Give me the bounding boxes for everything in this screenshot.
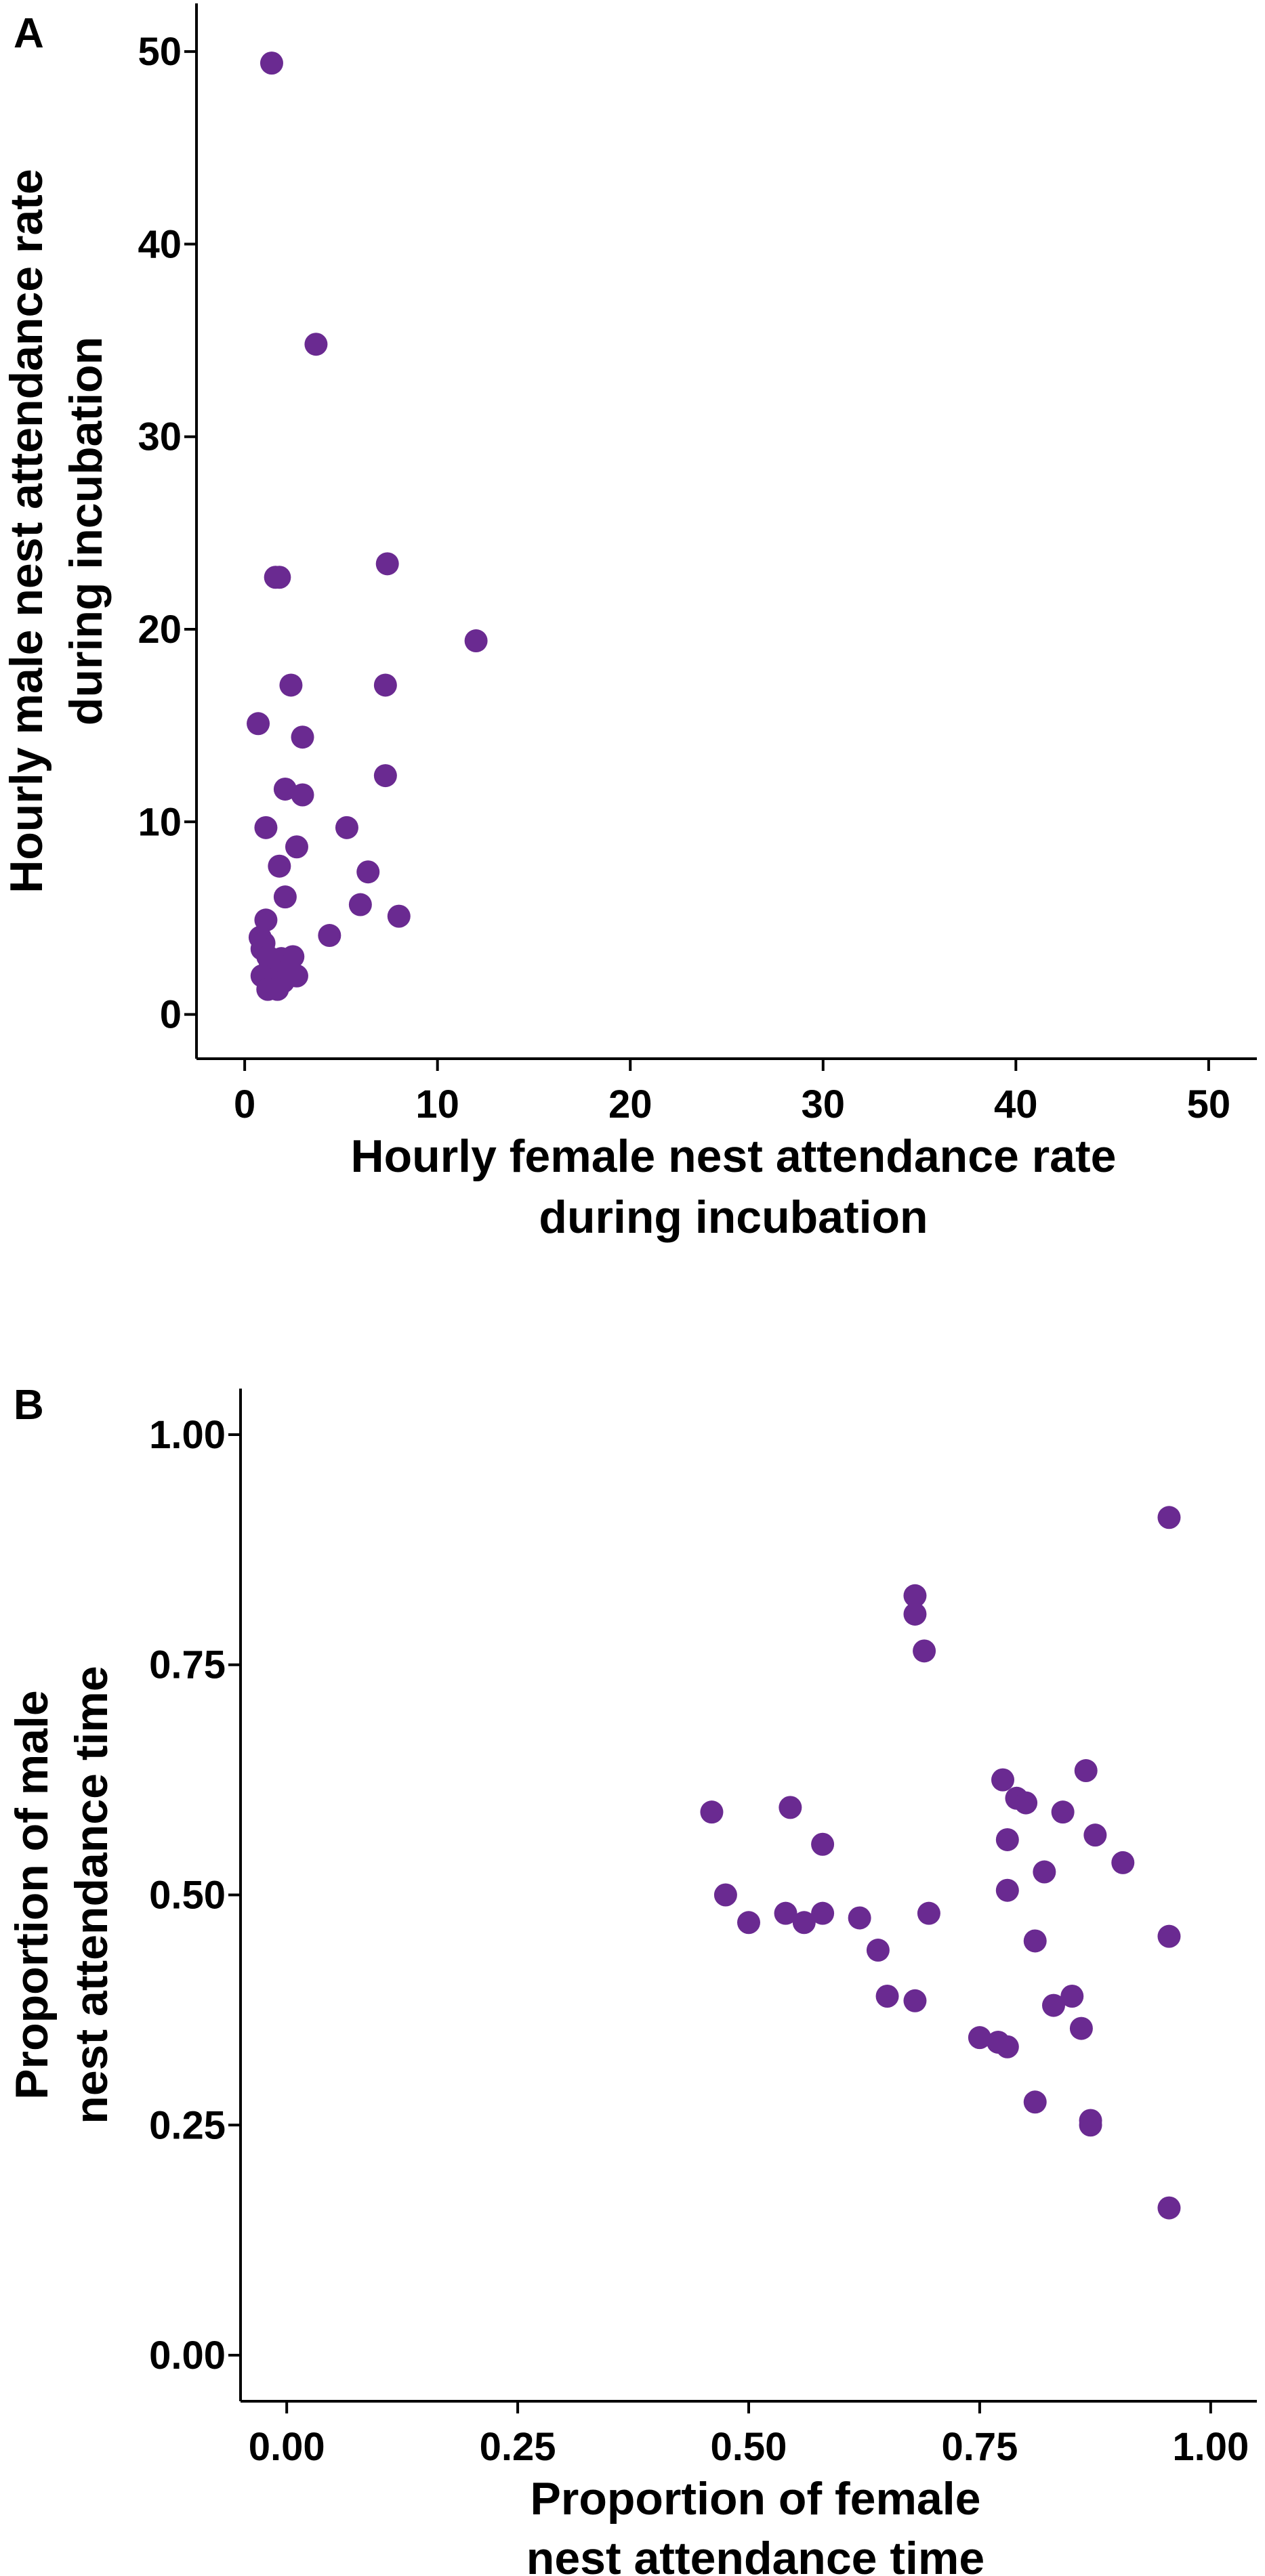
- panel-a-data-point: [268, 854, 291, 878]
- panel-a-data-point: [387, 904, 411, 928]
- panel-a-y-axis-title-line-1: Hourly male nest attendance rate: [1, 169, 52, 893]
- panel-a-x-tick-label: 40: [994, 1082, 1038, 1126]
- panel-b-data-point: [848, 1906, 871, 1930]
- panel-a-data-point: [373, 673, 397, 697]
- panel-a-y-tick-label: 50: [138, 30, 182, 74]
- panel-a-y-tick-label: 40: [138, 222, 182, 266]
- panel-a-y-tick-label: 30: [138, 415, 182, 459]
- panel-b-data-point: [1051, 1800, 1075, 1824]
- panel-b-data-point: [811, 1901, 835, 1925]
- panel-a-scatter-plot: A 0 10 20 30 40 50 0 10 20 30 40 50 Hourly female nes…: [1, 3, 1257, 1243]
- panel-b-data-point: [779, 1796, 802, 1819]
- panel-b-data-point: [903, 1989, 927, 2012]
- panel-b-y-tick-label: 0.50: [149, 1874, 226, 1918]
- panel-a-data-point: [291, 725, 314, 749]
- panel-b-data-point: [1157, 1924, 1181, 1948]
- panel-b-data-point: [1157, 2196, 1181, 2220]
- panel-b-data-point: [903, 1602, 927, 1626]
- panel-b-x-axis-title-line-2: nest attendance time: [526, 2533, 984, 2576]
- panel-a-data-point: [254, 816, 278, 839]
- panel-b-y-tick-label: 0.00: [149, 2334, 226, 2378]
- panel-a-data-point: [348, 893, 372, 916]
- panel-a-x-axis-title-line-2: during incubation: [539, 1191, 928, 1243]
- panel-a-data-point: [268, 566, 291, 589]
- panel-b-data-point: [1060, 1985, 1084, 2008]
- panel-b-y-tick-label: 0.75: [149, 1643, 226, 1687]
- panel-b-data-point: [1074, 1759, 1098, 1783]
- panel-b-x-tick-label: 0.50: [711, 2425, 787, 2469]
- panel-a-y-axis-title-line-2: during incubation: [60, 337, 112, 725]
- panel-b-y-tick-label: 0.25: [149, 2103, 226, 2147]
- panel-b-scatter-plot: B 0.00 0.25 0.50 0.75 1.00 0.00 0.25 0.50 0.75 1.0…: [6, 1382, 1257, 2576]
- panel-b-letter: B: [14, 1382, 44, 1429]
- panel-b-data-point: [1157, 1506, 1181, 1529]
- panel-b-data-point: [913, 1639, 936, 1663]
- panel-b-data-point: [1069, 2017, 1093, 2040]
- panel-b-data-point: [774, 1901, 797, 1925]
- panel-b-data-point: [995, 1828, 1019, 1851]
- panel-a-x-axis-title-line-1: Hourly female nest attendance rate: [351, 1131, 1117, 1182]
- panel-b-data-point: [1023, 1929, 1047, 1953]
- panel-a-data-point: [279, 673, 303, 697]
- panel-b-x-tick-label: 0.00: [249, 2425, 325, 2469]
- panel-a-data-point: [291, 783, 314, 807]
- panel-b-data-point: [991, 1768, 1014, 1792]
- panel-a-data-point: [356, 860, 380, 884]
- panel-a-data-point: [247, 712, 270, 736]
- panel-a-y-tick-label: 20: [138, 608, 182, 652]
- panel-a-data-point: [318, 924, 341, 948]
- panel-b-data-point: [1042, 1993, 1065, 2017]
- panel-b-data-point: [875, 1985, 899, 2008]
- panel-b-data-point: [1033, 1860, 1056, 1884]
- panel-b-data-point: [1014, 1791, 1038, 1815]
- panel-b-x-tick-label: 0.25: [480, 2425, 556, 2469]
- panel-a-data-point: [273, 777, 297, 801]
- panel-a-data-point: [273, 885, 297, 909]
- panel-b-data-point: [1111, 1851, 1135, 1874]
- panel-a-x-tick-label: 20: [608, 1082, 652, 1126]
- panel-b-data-point: [1083, 1823, 1107, 1847]
- panel-a-data-point: [373, 764, 397, 788]
- panel-a-letter: A: [14, 10, 44, 57]
- panel-b-y-tick-label: 1.00: [149, 1413, 226, 1457]
- panel-b-data-point: [811, 1832, 835, 1856]
- panel-a-data-point: [260, 51, 283, 75]
- panel-b-data-point: [1023, 2090, 1047, 2114]
- panel-b-x-tick-label: 1.00: [1172, 2425, 1249, 2469]
- panel-b-data-point: [1079, 2113, 1102, 2137]
- panel-a-y-tick-label: 10: [138, 800, 182, 844]
- panel-b-data-point: [968, 2026, 991, 2050]
- panel-a-x-tick-label: 30: [802, 1082, 846, 1126]
- panel-b-data-point: [713, 1883, 737, 1907]
- panel-b-data-point: [737, 1911, 760, 1935]
- panel-a-x-tick-label: 10: [415, 1082, 459, 1126]
- panel-b-y-axis-title-line-2: nest attendance time: [66, 1666, 117, 2124]
- panel-a-x-tick-label: 0: [234, 1082, 255, 1126]
- panel-b-data-point: [700, 1800, 724, 1824]
- panel-b-data-point: [917, 1901, 940, 1925]
- panel-b-x-tick-label: 0.75: [941, 2425, 1018, 2469]
- panel-b-data-point: [995, 2035, 1019, 2058]
- panel-a-data-point: [464, 629, 488, 653]
- panel-a-data-point: [266, 977, 289, 1001]
- panel-b-y-axis-title-line-1: Proportion of male: [6, 1690, 58, 2099]
- panel-b-data-point: [995, 1878, 1019, 1902]
- panel-b-data-point: [903, 1584, 927, 1607]
- panel-a-x-tick-label: 50: [1187, 1082, 1231, 1126]
- panel-a-data-point: [285, 835, 308, 859]
- panel-b-data-point: [866, 1939, 890, 1962]
- panel-a-data-point: [375, 552, 399, 576]
- panel-a-data-point: [254, 908, 278, 932]
- panel-a-y-tick-label: 0: [160, 993, 182, 1037]
- panel-b-x-axis-title-line-1: Proportion of female: [531, 2473, 981, 2525]
- panel-a-data-point: [304, 333, 328, 356]
- panel-b-data-point: [792, 1911, 816, 1935]
- panel-a-data-point: [335, 816, 358, 839]
